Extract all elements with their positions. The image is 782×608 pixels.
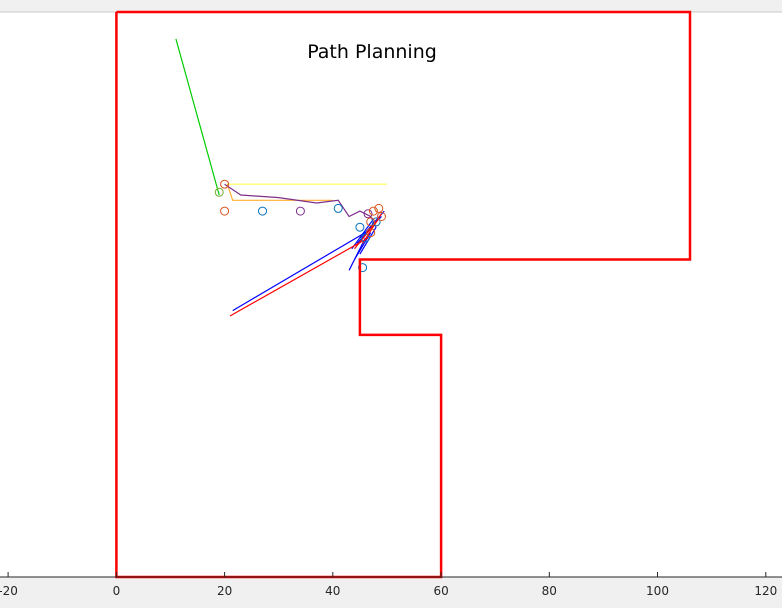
x-tick-label: -20 xyxy=(0,584,18,598)
x-tick-label: 20 xyxy=(217,584,232,598)
chart-title: Path Planning xyxy=(307,41,437,63)
waypoint-marker xyxy=(374,203,384,213)
purple-path-line xyxy=(224,183,377,228)
waypoint-marker xyxy=(333,203,343,213)
waypoint-marker xyxy=(371,217,381,227)
x-tick-label: 40 xyxy=(325,584,340,598)
red-arrow xyxy=(354,221,377,250)
blue-arrow xyxy=(232,232,366,312)
green-path-line xyxy=(175,38,220,196)
x-axis-ticks: -20 0 20 40 60 80 100 120 xyxy=(0,572,777,598)
waypoint-marker xyxy=(366,217,376,227)
waypoint-marker xyxy=(355,222,365,232)
x-tick-label: 0 xyxy=(113,584,121,598)
waypoint-marker xyxy=(363,209,373,219)
x-tick-label: 120 xyxy=(754,584,777,598)
waypoint-marker xyxy=(220,179,230,189)
waypoint-marker xyxy=(214,187,224,197)
waypoint-marker xyxy=(368,206,378,216)
x-tick-label: 60 xyxy=(433,584,448,598)
waypoint-marker xyxy=(220,206,230,216)
waypoint-marker xyxy=(360,233,370,243)
x-tick-label: 80 xyxy=(542,584,557,598)
red-arrow xyxy=(229,237,369,317)
waypoint-marker xyxy=(358,263,368,273)
waypoint-marker xyxy=(366,228,376,238)
waypoint-marker xyxy=(377,212,386,221)
blue-arrow xyxy=(351,218,374,250)
x-tick-label: 100 xyxy=(646,584,669,598)
waypoint-marker xyxy=(258,206,267,216)
axes-background xyxy=(0,12,782,577)
waypoint-marker xyxy=(295,206,305,216)
plot-area xyxy=(115,10,692,579)
blue-arrow xyxy=(353,232,372,260)
